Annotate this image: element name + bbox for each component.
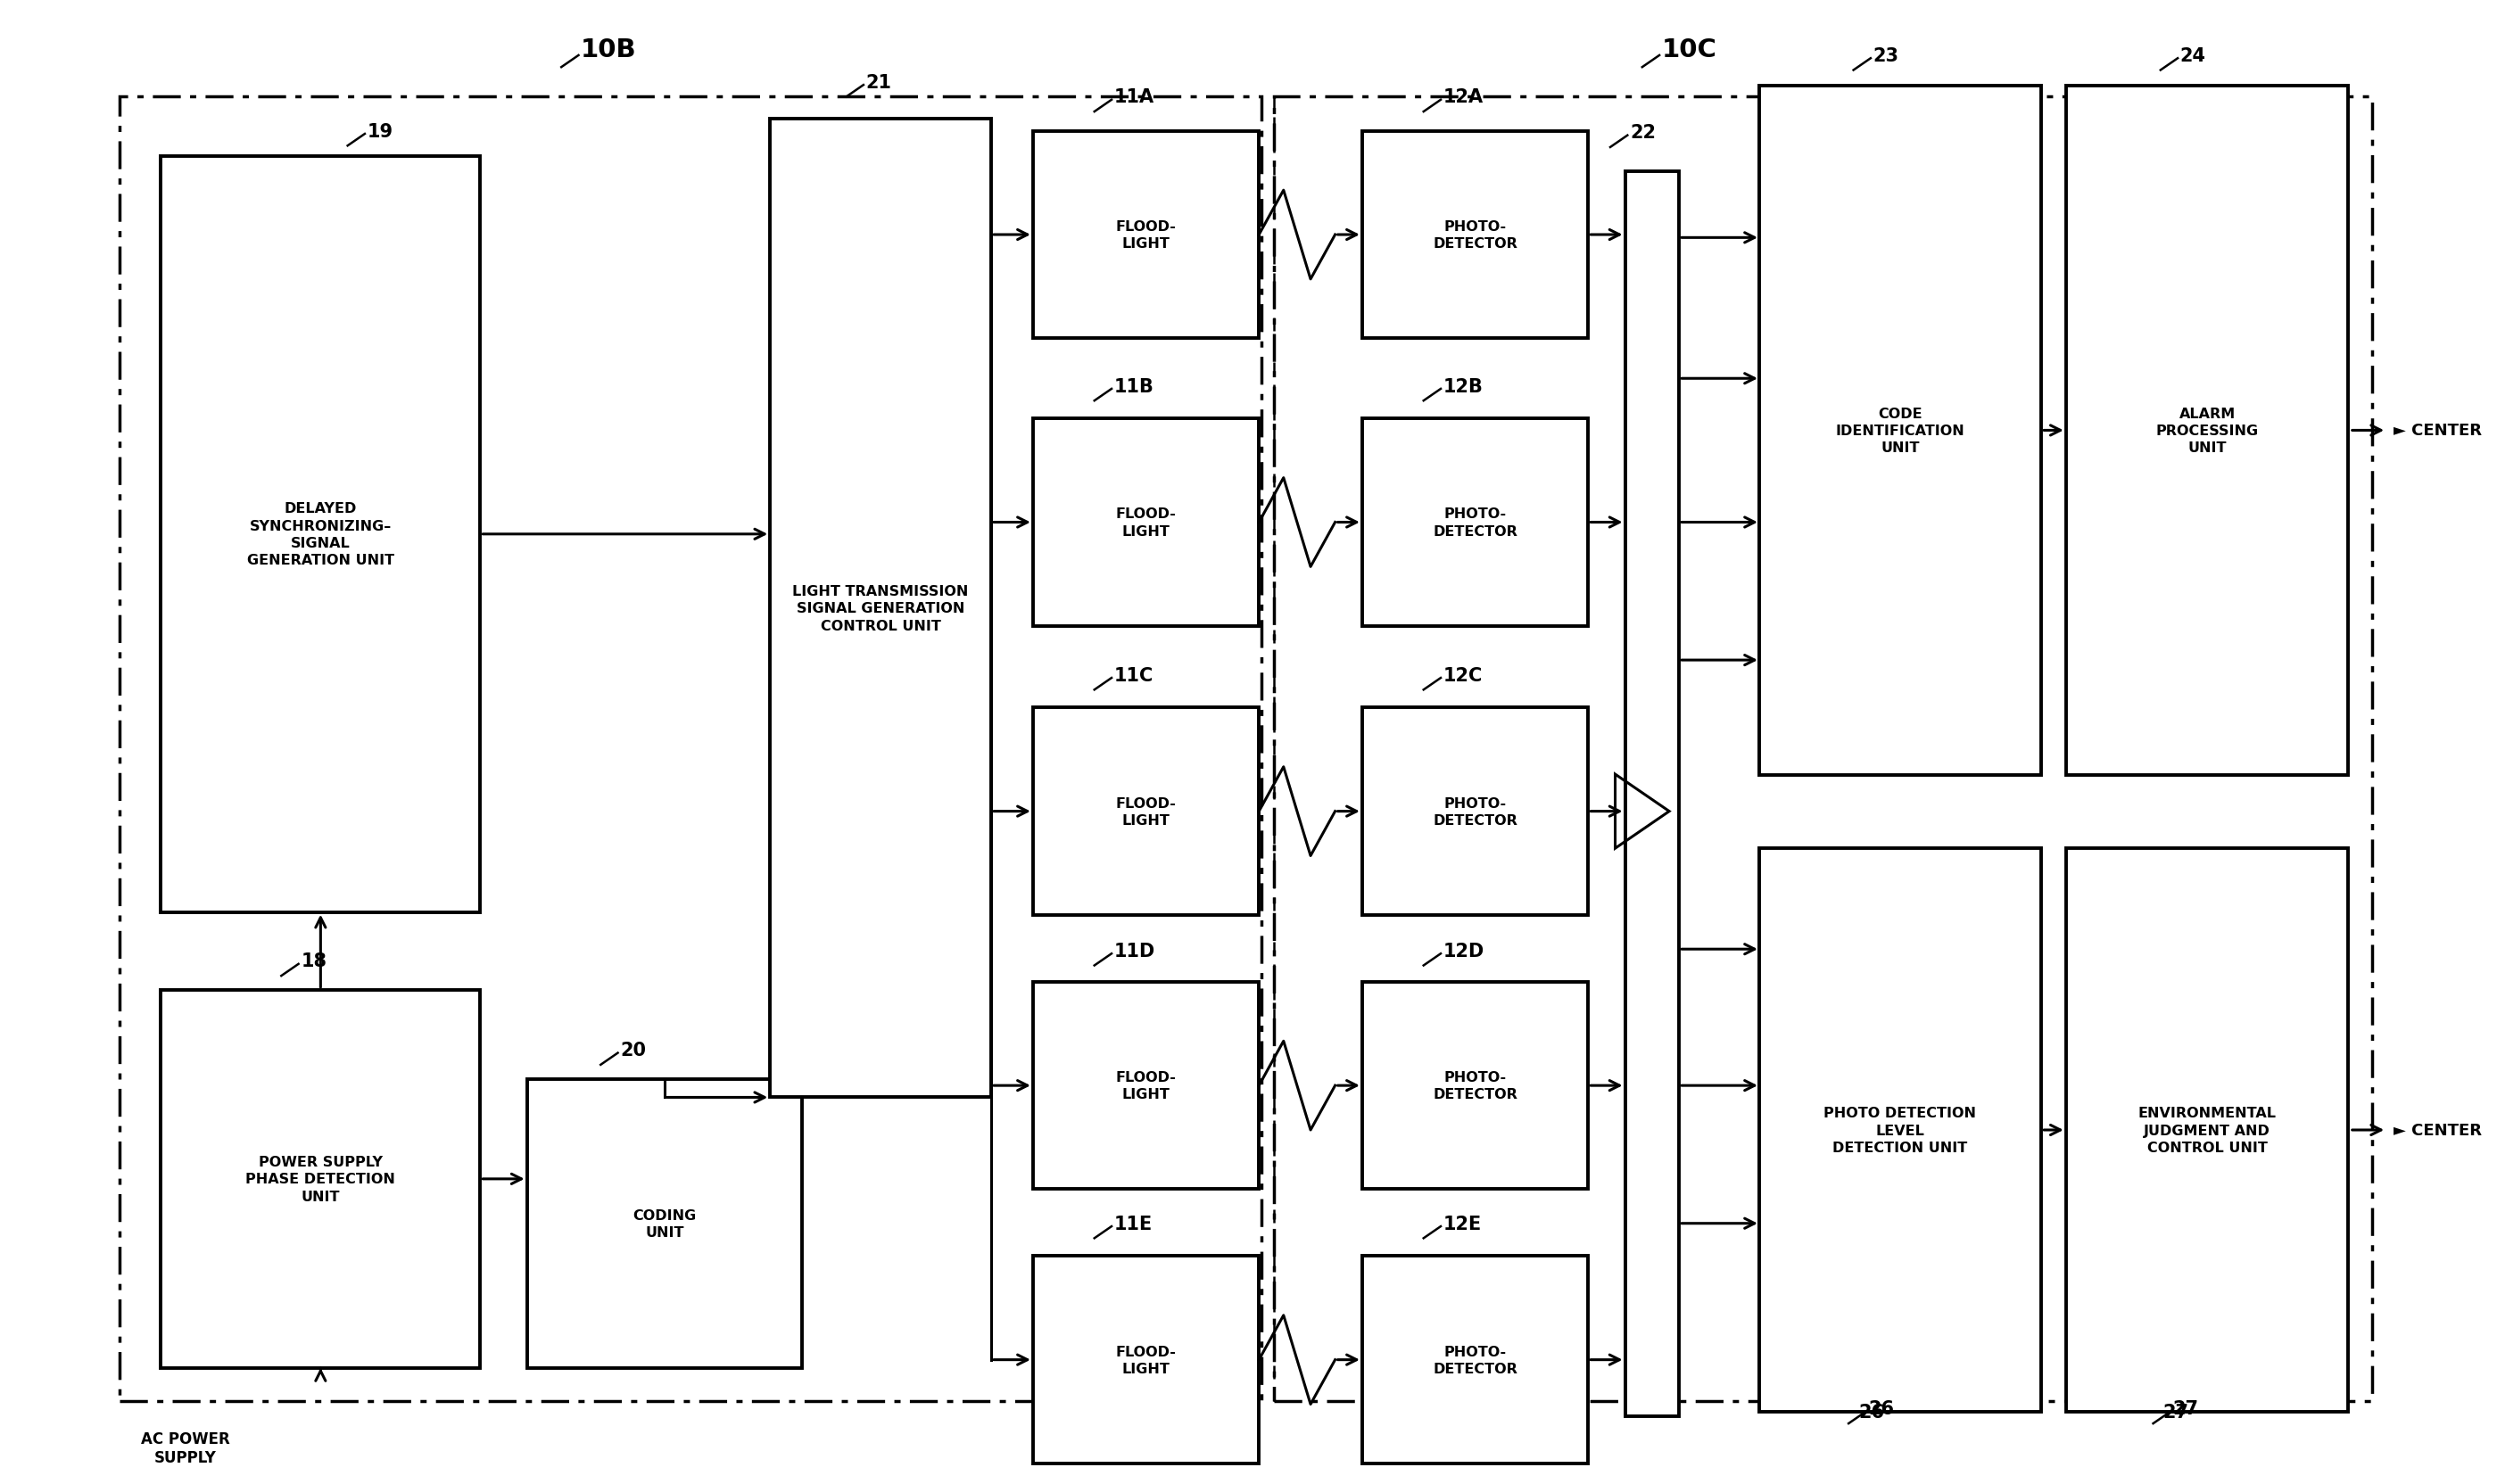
Text: 11D: 11D (1114, 942, 1156, 960)
FancyBboxPatch shape (769, 120, 991, 1098)
FancyBboxPatch shape (1034, 982, 1258, 1189)
Text: 21: 21 (866, 74, 891, 92)
Text: ENVIRONMENTAL
JUDGMENT AND
CONTROL UNIT: ENVIRONMENTAL JUDGMENT AND CONTROL UNIT (2137, 1107, 2277, 1155)
Text: 27: 27 (2162, 1402, 2190, 1420)
FancyBboxPatch shape (1363, 982, 1588, 1189)
Text: 12C: 12C (1443, 666, 1483, 684)
FancyBboxPatch shape (1758, 849, 2043, 1411)
Text: AC POWER
SUPPLY: AC POWER SUPPLY (140, 1431, 230, 1465)
Text: 12E: 12E (1443, 1214, 1481, 1232)
FancyBboxPatch shape (1034, 418, 1258, 626)
Text: 12B: 12B (1443, 377, 1483, 395)
Text: 11B: 11B (1114, 377, 1154, 395)
FancyBboxPatch shape (2065, 86, 2350, 775)
Text: LIGHT TRANSMISSION
SIGNAL GENERATION
CONTROL UNIT: LIGHT TRANSMISSION SIGNAL GENERATION CON… (792, 585, 969, 632)
Text: FLOOD-
LIGHT: FLOOD- LIGHT (1116, 1070, 1176, 1101)
FancyBboxPatch shape (1034, 1255, 1258, 1463)
Text: FLOOD-
LIGHT: FLOOD- LIGHT (1116, 220, 1176, 251)
Text: CODE
IDENTIFICATION
UNIT: CODE IDENTIFICATION UNIT (1835, 407, 1965, 454)
Text: PHOTO-
DETECTOR: PHOTO- DETECTOR (1433, 1345, 1518, 1376)
Text: ► CENTER: ► CENTER (2395, 423, 2482, 439)
Text: PHOTO-
DETECTOR: PHOTO- DETECTOR (1433, 1070, 1518, 1101)
Text: 24: 24 (2180, 47, 2205, 65)
FancyBboxPatch shape (1363, 708, 1588, 916)
Text: FLOOD-
LIGHT: FLOOD- LIGHT (1116, 1345, 1176, 1376)
Text: 10C: 10C (1663, 37, 1718, 62)
Text: PHOTO DETECTION
LEVEL
DETECTION UNIT: PHOTO DETECTION LEVEL DETECTION UNIT (1823, 1107, 1978, 1155)
Text: 11E: 11E (1114, 1214, 1154, 1232)
Text: FLOOD-
LIGHT: FLOOD- LIGHT (1116, 508, 1176, 539)
Text: 18: 18 (302, 953, 327, 971)
FancyBboxPatch shape (2065, 849, 2350, 1411)
Text: PHOTO-
DETECTOR: PHOTO- DETECTOR (1433, 220, 1518, 251)
Text: 26: 26 (1868, 1399, 1895, 1417)
Text: FLOOD-
LIGHT: FLOOD- LIGHT (1116, 797, 1176, 827)
FancyBboxPatch shape (1363, 1255, 1588, 1463)
FancyBboxPatch shape (160, 157, 479, 913)
Text: 20: 20 (619, 1042, 647, 1060)
Text: 11C: 11C (1114, 666, 1154, 684)
Text: PHOTO-
DETECTOR: PHOTO- DETECTOR (1433, 508, 1518, 539)
Text: 23: 23 (1873, 47, 1900, 65)
FancyBboxPatch shape (160, 990, 479, 1368)
Text: 10B: 10B (582, 37, 637, 62)
FancyBboxPatch shape (1758, 86, 2043, 775)
Text: 11A: 11A (1114, 89, 1154, 107)
Text: ► CENTER: ► CENTER (2395, 1122, 2482, 1138)
Text: PHOTO-
DETECTOR: PHOTO- DETECTOR (1433, 797, 1518, 827)
Text: CODING
UNIT: CODING UNIT (632, 1208, 697, 1239)
FancyBboxPatch shape (527, 1079, 802, 1368)
Text: DELAYED
SYNCHRONIZING–
SIGNAL
GENERATION UNIT: DELAYED SYNCHRONIZING– SIGNAL GENERATION… (247, 502, 395, 567)
Text: 22: 22 (1631, 125, 1656, 142)
Text: 12D: 12D (1443, 942, 1486, 960)
FancyBboxPatch shape (1626, 172, 1678, 1416)
FancyBboxPatch shape (1034, 708, 1258, 916)
FancyBboxPatch shape (1363, 418, 1588, 626)
Text: 19: 19 (367, 123, 392, 141)
Text: 27: 27 (2172, 1399, 2200, 1417)
Text: 12A: 12A (1443, 89, 1483, 107)
Text: 26: 26 (1858, 1402, 1885, 1420)
Text: ALARM
PROCESSING
UNIT: ALARM PROCESSING UNIT (2155, 407, 2260, 454)
FancyBboxPatch shape (1034, 132, 1258, 338)
FancyBboxPatch shape (1363, 132, 1588, 338)
Text: POWER SUPPLY
PHASE DETECTION
UNIT: POWER SUPPLY PHASE DETECTION UNIT (245, 1155, 395, 1204)
